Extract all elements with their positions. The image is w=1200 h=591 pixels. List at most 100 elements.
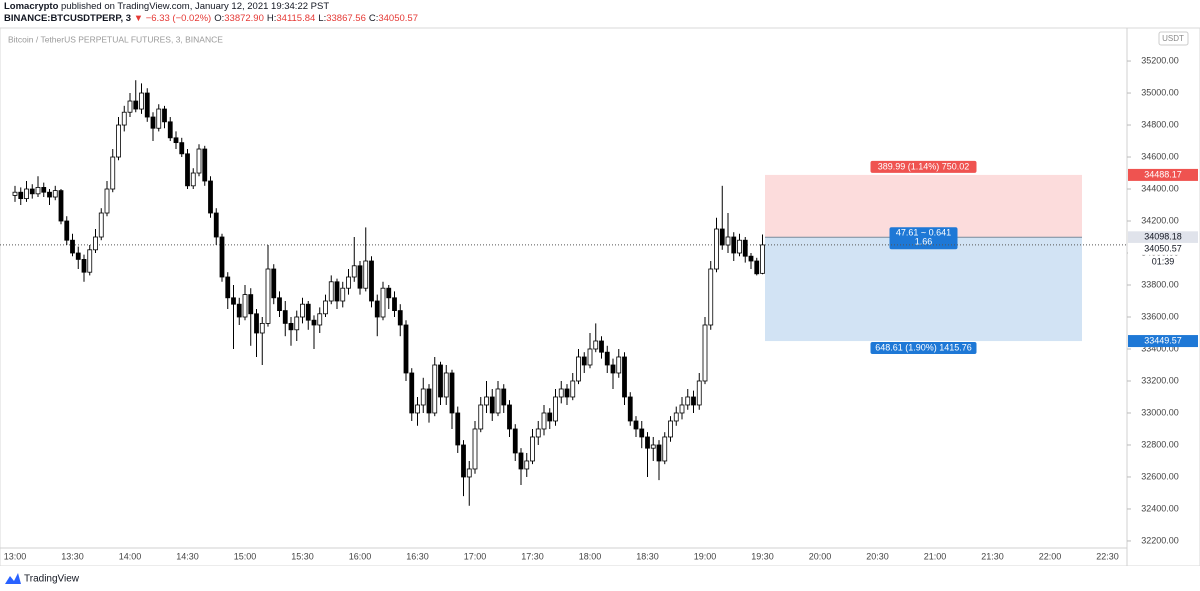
candle-body [507, 404, 512, 430]
footer [0, 566, 1200, 591]
candle-body [277, 297, 282, 311]
candle-body [466, 468, 472, 478]
candle-body [558, 388, 564, 398]
candle-body [708, 268, 714, 326]
x-tick-label: 21:30 [981, 551, 1004, 561]
candle-body [604, 351, 610, 366]
stop-label: 648.61 (1.90%) 1415.76 [875, 342, 972, 352]
candle-body [294, 316, 300, 331]
target-label-box [870, 160, 977, 173]
candle-body [403, 324, 409, 374]
candle-body [691, 396, 696, 406]
ohlc-value: 33872.90 [224, 13, 264, 24]
candle-body [587, 348, 593, 366]
candle-body [340, 287, 346, 302]
candle-body [501, 388, 507, 406]
y-tick-label: 34600.00 [1141, 151, 1179, 161]
x-tick-label: 13:00 [4, 551, 27, 561]
currency: USDT [1162, 34, 1184, 43]
y-tick-label: 33800.00 [1141, 279, 1179, 289]
candle-body [662, 436, 668, 462]
candle-body [363, 260, 369, 289]
candle-body [409, 372, 415, 414]
candle-body [650, 444, 656, 449]
y-tick-label: 32800.00 [1141, 439, 1179, 449]
x-tick-label: 21:00 [924, 551, 947, 561]
countdown: 01:39 [1152, 256, 1175, 266]
candle-body [328, 281, 334, 302]
x-tick-label: 22:30 [1096, 551, 1119, 561]
candle-body [599, 340, 604, 353]
x-tick-label: 16:30 [406, 551, 429, 561]
candle-body [87, 249, 93, 273]
candle-body [58, 190, 64, 222]
header: Lomacrypto published on TradingView.com,… [4, 1, 418, 25]
candle-body [581, 356, 587, 366]
candle-body [553, 396, 558, 422]
target-label: 389.99 (1.14%) 750.02 [878, 161, 970, 171]
candle-body [35, 187, 41, 195]
candle-body [449, 372, 455, 414]
candle-body [754, 260, 760, 275]
candle-body [633, 420, 639, 430]
candle-body [415, 404, 420, 414]
candle-body [420, 388, 426, 406]
candle-body [317, 313, 323, 326]
y-tick-label: 33600.00 [1141, 311, 1179, 321]
candle-body [673, 412, 679, 422]
candle-body [386, 287, 392, 299]
candle-body [282, 310, 288, 324]
candle-body [41, 187, 47, 193]
candle-body [110, 156, 116, 190]
x-tick-label: 19:30 [751, 551, 774, 561]
header-line: Lomacrypto published on TradingView.com,… [4, 1, 418, 13]
candle-body [714, 228, 719, 270]
candle-body [12, 191, 18, 196]
candle-body [357, 265, 363, 289]
candle-body [323, 300, 328, 315]
author: Lomacrypto [4, 1, 59, 12]
candle-body [639, 428, 645, 438]
candle-body [81, 259, 87, 273]
candle-body [760, 244, 765, 274]
candle-body [622, 356, 627, 398]
candle-body [725, 236, 731, 246]
y-tick-label: 34400.00 [1141, 183, 1179, 193]
candle-body [75, 252, 81, 260]
candle-body [300, 303, 305, 318]
candle-body [288, 322, 294, 331]
x-tick-label: 16:00 [349, 551, 372, 561]
candle-body [576, 356, 581, 382]
candle-body [70, 239, 75, 254]
candle-body [461, 444, 466, 478]
candle-body [374, 300, 380, 318]
ohlc-label: C: [368, 13, 379, 24]
candle-body [225, 276, 231, 299]
candle-body [167, 121, 173, 139]
stop-price: 33449.57 [1144, 335, 1182, 345]
x-tick-label: 18:30 [636, 551, 659, 561]
candle-body [489, 396, 495, 414]
y-tick-label: 34800.00 [1141, 119, 1179, 129]
candle-body [610, 364, 616, 374]
countdown-box [1128, 255, 1198, 268]
candle-body [541, 412, 547, 430]
rr-label: 1.66 [915, 237, 933, 247]
candle-body [668, 420, 673, 438]
loss-zone [765, 237, 1082, 342]
candle-body [685, 396, 691, 406]
candle-body [443, 372, 449, 398]
ohlc-value: 34115.84 [276, 13, 316, 24]
candle-body [380, 287, 386, 318]
y-tick-label: 32600.00 [1141, 471, 1179, 481]
candle-body [478, 404, 484, 430]
candle-body [116, 124, 121, 158]
candle-body [530, 436, 535, 462]
candle-body [748, 255, 754, 262]
y-tick-label: 33000.00 [1141, 407, 1179, 417]
candle-body [121, 111, 127, 126]
candle-body [547, 412, 553, 422]
candle-body [213, 212, 219, 238]
candle-body [524, 460, 530, 470]
